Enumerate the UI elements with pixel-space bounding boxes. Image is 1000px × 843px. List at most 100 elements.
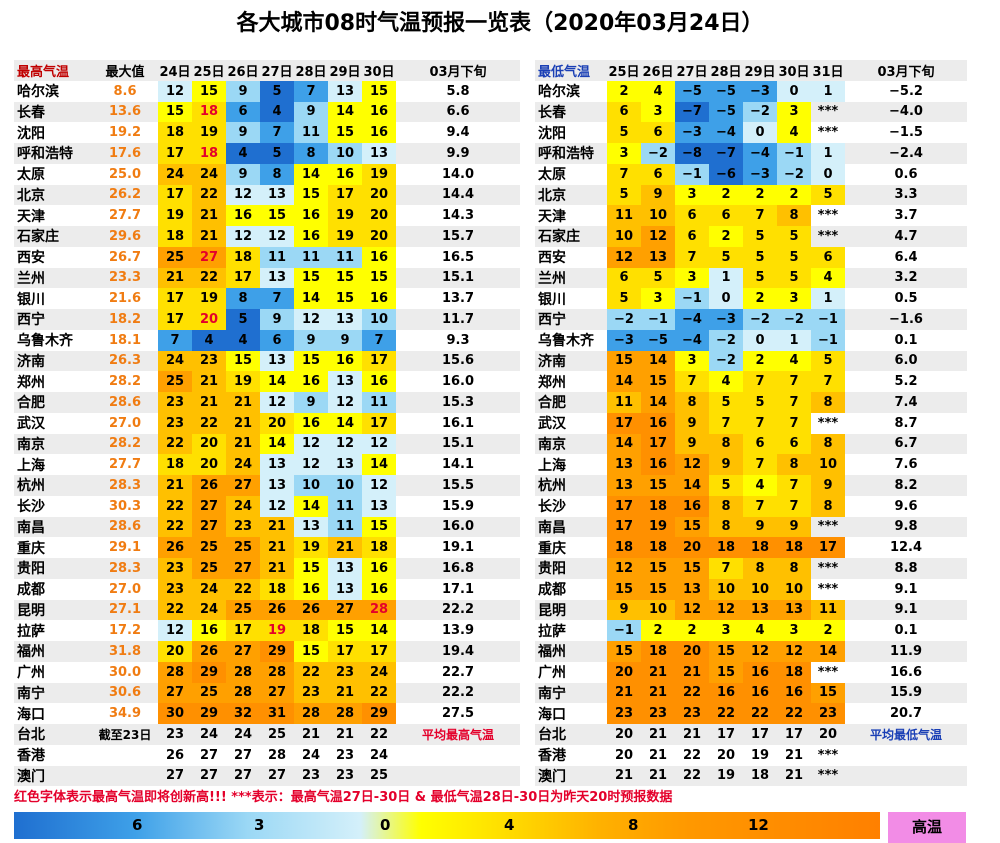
temp-cell: 15 [260,205,294,226]
dekad-average: 9.6 [894,498,918,514]
temp-cell: 7 [709,558,743,579]
city-name: 海口 [17,706,45,723]
temp-cell: 18 [641,537,675,558]
dekad-average: 3.2 [845,267,967,289]
temp-cell: 23 [158,578,192,600]
temp-cell: 12 [158,80,192,102]
temp-cell: 4 [192,329,226,351]
temp-cell: 21 [675,724,709,745]
temp-cell: 29 [362,703,396,724]
table-row: 贵阳 12 15 15 7 8 8 *** 8.8 [535,558,967,579]
table-row: 广州 20 21 21 15 16 18 *** 16.6 [535,661,967,683]
city-name: 北京 [535,184,607,206]
temp-cell: 28 [226,661,260,683]
temp-cell: 8 [226,288,260,309]
city-name: 西安 [17,250,45,267]
temp-cell: 24 [226,454,260,475]
temp-cell: 21 [641,682,675,704]
city-name: 成都 [17,582,45,599]
dekad-average: 17.1 [441,581,475,597]
temp-cell: 17 [158,143,192,164]
temp-cell: 20 [362,226,396,247]
temp-cell: 15 [294,350,328,372]
color-legend: 6 3 0 4 8 12 [14,812,880,839]
temp-cell: 19 [750,747,770,763]
city-name: 乌鲁木齐 [17,333,73,350]
table-row: 太原 25.0 24 24 9 8 14 16 19 14.0 [14,163,520,185]
temp-cell: 9 [709,454,743,475]
temp-cell: 27 [226,558,260,579]
city-name: 重庆 [538,540,566,557]
temp-cell: 16 [743,682,777,704]
city-name: 乌鲁木齐 [538,333,594,350]
temp-cell: 7 [777,475,811,496]
city-name: 郑州 [17,374,45,391]
temp-cell: 6 [260,329,294,351]
dekad-average: 14.4 [396,184,520,206]
temp-cell: 17 [362,412,396,434]
city-name: 贵阳 [535,558,607,579]
table-row: 合肥 11 14 8 5 5 7 8 7.4 [535,392,967,413]
temp-cell: 13 [328,558,362,579]
temp-cell: 9 [743,516,777,538]
dekad-average: 0.5 [894,291,918,307]
dekad-average: 16.8 [396,558,520,579]
legend-label: 0 [380,816,391,834]
city-name: 济南 [535,350,607,372]
temp-cell: 21 [260,558,294,579]
table-row: 合肥 28.6 23 21 21 12 9 12 11 15.3 [14,392,520,413]
temp-cell: 14 [362,454,396,475]
temp-cell: 16 [328,350,362,372]
temp-cell: 29 [260,641,294,662]
column-header: 29日 [743,60,777,81]
temp-cell: 14 [607,433,641,455]
temp-cell: −2 [777,163,811,185]
temp-cell: −1 [675,163,709,185]
temp-cell: 23 [158,412,192,434]
temp-cell: 10 [607,226,641,247]
temp-cell: 1 [777,329,811,351]
city-name: 上海 [538,457,566,474]
temp-cell: 28 [158,661,192,683]
table-row: 上海 27.7 18 20 24 13 12 13 14 14.1 [14,454,520,475]
temp-cell: 5 [811,350,845,372]
temp-cell: −1 [777,143,811,164]
city-name: 福州 [14,641,92,662]
temp-cell: 21 [784,747,804,763]
temp-cell: 28 [226,682,260,704]
temp-cell: 7 [675,371,709,392]
min-table-header: 最低气温 25日 26日 27日 28日 29日 30日 31日 03月下旬 [535,60,967,81]
temp-cell: 27 [158,765,192,787]
dekad-average: 6.7 [845,433,967,455]
temp-cell: 23 [158,392,192,413]
temp-cell: 12 [362,475,396,496]
temp-cell: 5 [607,184,641,206]
temp-cell: 5 [743,226,777,247]
city-name: 拉萨 [538,623,566,640]
temp-cell: 17 [641,433,675,455]
city-name: 昆明 [14,599,92,621]
temp-cell: 19 [362,163,396,185]
temp-cell: 17 [328,641,362,662]
temp-cell: 22 [158,433,192,455]
temp-cell: 15 [641,578,675,600]
temp-cell: 14 [260,371,294,392]
temp-cell: 12 [158,620,192,641]
table-row: 乌鲁木齐 18.1 7 4 4 6 9 9 7 9.3 [14,329,520,351]
temp-cell: 12 [777,641,811,662]
max-value: 27.0 [108,415,142,431]
temp-cell: 0 [743,122,777,143]
temp-cell: −3 [607,329,641,351]
dekad-average: 9.3 [446,332,470,348]
temp-cell: 18 [226,246,260,268]
temp-cell: 15 [607,641,641,662]
column-header: 27日 [675,60,709,81]
temp-cell: 21 [294,724,328,745]
temp-cell: 23 [192,350,226,372]
temp-cell: 4 [226,143,260,164]
temp-cell: 7 [607,163,641,185]
temp-cell: 4 [743,475,777,496]
dekad-average: 6.6 [396,101,520,123]
temp-cell: 18 [158,454,192,475]
column-header: 26日 [641,60,675,81]
